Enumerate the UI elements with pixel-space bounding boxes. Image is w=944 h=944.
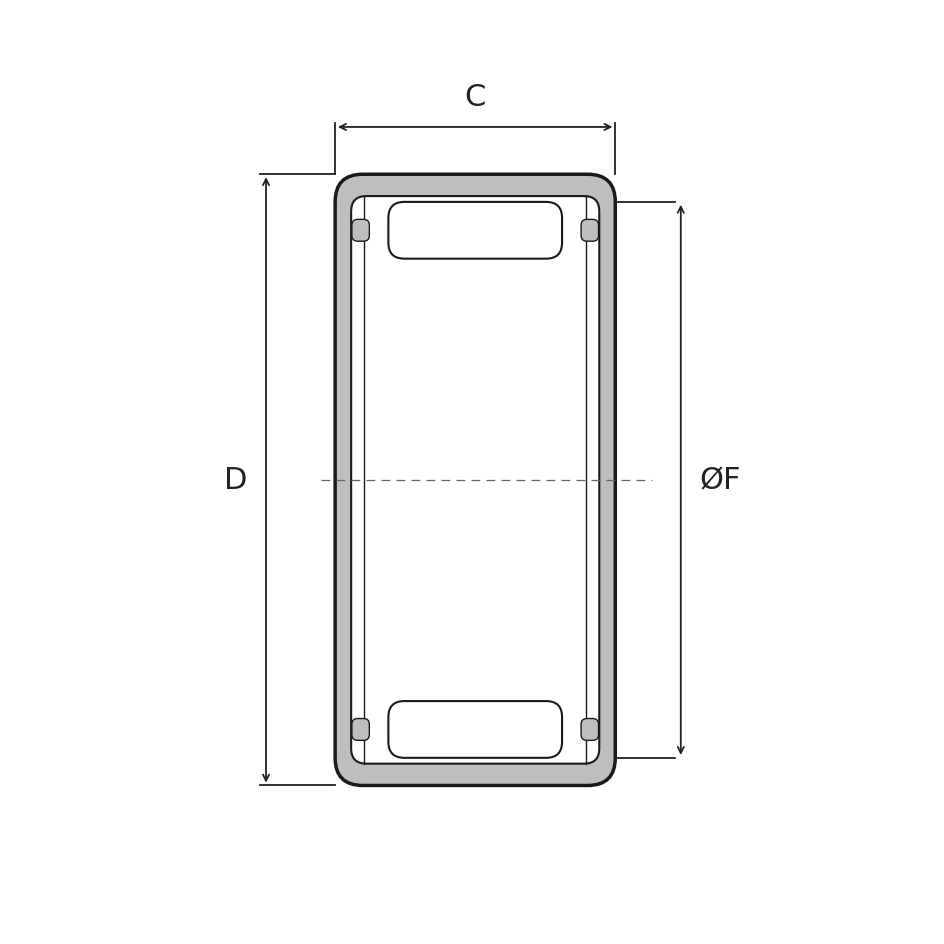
FancyBboxPatch shape xyxy=(388,701,562,758)
FancyBboxPatch shape xyxy=(581,718,598,741)
FancyBboxPatch shape xyxy=(581,220,598,242)
FancyBboxPatch shape xyxy=(351,197,598,764)
FancyBboxPatch shape xyxy=(351,718,369,741)
FancyBboxPatch shape xyxy=(388,203,562,260)
Text: D: D xyxy=(225,466,247,495)
Text: C: C xyxy=(464,83,485,111)
FancyBboxPatch shape xyxy=(351,220,369,242)
FancyBboxPatch shape xyxy=(335,175,615,785)
Text: ØF: ØF xyxy=(699,466,740,495)
